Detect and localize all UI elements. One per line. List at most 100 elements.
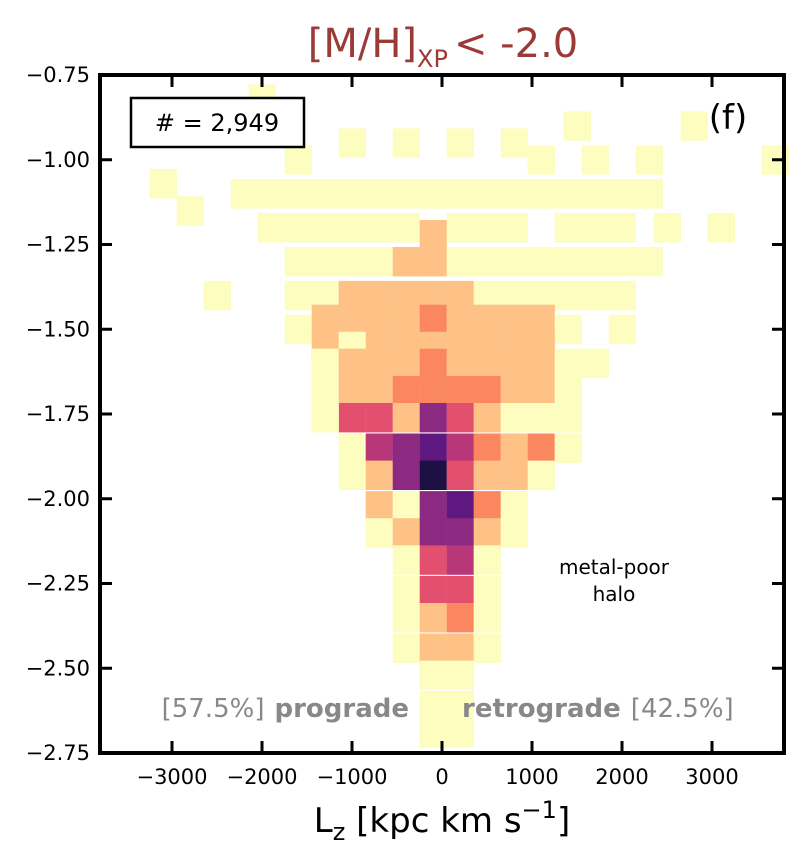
heatmap-cell [581, 145, 609, 175]
heatmap-cell [419, 433, 447, 463]
heatmap-cell [500, 433, 528, 463]
heatmap-cell [446, 403, 474, 433]
heatmap-cell [419, 375, 447, 406]
x-tick-label: 2000 [595, 765, 648, 789]
heatmap-cell [500, 375, 528, 406]
heatmap-cell [419, 575, 447, 606]
heatmap-cell [419, 491, 447, 521]
heatmap-cell [284, 145, 312, 175]
heatmap-cell [311, 304, 339, 335]
y-tick-label: −2.25 [26, 572, 90, 596]
heatmap-cell [365, 518, 393, 548]
heatmap-cell [446, 603, 474, 633]
heatmap-cell [446, 179, 474, 209]
heatmap-cell [392, 633, 420, 663]
heatmap-cell [338, 128, 366, 158]
heatmap-cell [338, 247, 366, 277]
heatmap-cell [149, 169, 177, 199]
heatmap-cell [527, 348, 555, 379]
heatmap-cell [446, 348, 474, 379]
heatmap-cell [473, 375, 501, 406]
heatmap-cell [500, 247, 528, 277]
heatmap-cell [338, 433, 366, 463]
heatmap-cell [608, 280, 636, 311]
heatmap-cell [419, 633, 447, 663]
heatmap-cell [500, 179, 528, 209]
heatmap-cell [419, 179, 447, 209]
heatmap-cell [419, 247, 447, 277]
heatmap-cell [473, 348, 501, 379]
heatmap-cell [419, 603, 447, 633]
heatmap-cell [365, 247, 393, 277]
heatmap-cell [554, 247, 582, 277]
heatmap-cell [311, 403, 339, 433]
heatmap-cell [446, 660, 474, 690]
heatmap-cell [500, 403, 528, 433]
y-tick-label: −1.50 [26, 317, 90, 341]
heatmap-cell [392, 128, 420, 158]
heatmap-cell [527, 145, 555, 175]
heatmap-cell [365, 179, 393, 209]
heatmap-cell [365, 348, 393, 379]
heatmap-cell [500, 491, 528, 521]
region-label-line2: halo [593, 582, 636, 606]
heatmap-cell [446, 433, 474, 463]
heatmap-cell [680, 111, 708, 141]
heatmap-cell [581, 280, 609, 311]
chart-title: [M/H]XP < -2.0 [308, 21, 578, 73]
heatmap-cell [473, 213, 501, 243]
axis-ticks: −3000 −2000 −1000 0 1000 2000 3000 −0.75 −1.00 −1… [26, 63, 784, 789]
heatmap-cell [365, 491, 393, 521]
heatmap-cell [338, 375, 366, 406]
heatmap-cell [500, 348, 528, 379]
heatmap-cell [500, 304, 528, 335]
heatmap-cell [554, 179, 582, 209]
heatmap-cell [473, 433, 501, 463]
heatmap-cell [635, 247, 663, 277]
heatmap-cell [257, 179, 285, 209]
count-box [129, 96, 306, 149]
heatmap-cell [473, 491, 501, 521]
heatmap-cell [446, 128, 474, 158]
heatmap-cell [392, 575, 420, 606]
heatmap-cell [581, 213, 609, 243]
heatmap-cell [527, 433, 555, 463]
heatmap-cell [554, 314, 582, 345]
heatmap-cell [554, 375, 582, 406]
heatmap-cell [473, 179, 501, 209]
heatmap-cell [707, 213, 735, 243]
heatmap-cell [311, 247, 339, 277]
heatmap-cell [392, 348, 420, 379]
heatmap-cell [311, 375, 339, 406]
heatmap-cell [527, 247, 555, 277]
heatmap-cell [392, 603, 420, 633]
heatmap-cell [473, 603, 501, 633]
heatmap-cell [554, 348, 582, 379]
heatmap-cell [500, 518, 528, 548]
heatmap-cell [419, 219, 447, 250]
heatmap-cell [419, 660, 447, 690]
heatmap-cell [446, 718, 474, 748]
heatmap-cell [554, 213, 582, 243]
heatmap-cell [392, 403, 420, 433]
heatmap-cell [311, 179, 339, 209]
heatmap-cell [554, 280, 582, 311]
heatmap-cell [446, 213, 474, 243]
heatmap-cell [365, 304, 393, 335]
heatmap-cell [527, 460, 555, 490]
heatmap-cell [563, 111, 591, 141]
heatmap-cell [500, 213, 528, 243]
heatmap-cell [446, 575, 474, 606]
x-tick-label: 3000 [685, 765, 738, 789]
heatmap-cell [608, 247, 636, 277]
x-axis-label: Lz [kpc km s−1] [314, 796, 570, 846]
heatmap-cell [311, 213, 339, 243]
heatmap-cell [338, 460, 366, 490]
heatmap-cell [446, 247, 474, 277]
heatmap-cell [338, 348, 366, 379]
heatmap-cell [635, 179, 663, 209]
heatmap-cell [608, 213, 636, 243]
heatmap-cell [419, 304, 447, 335]
heatmap-cell [338, 213, 366, 243]
heatmap-cell [500, 460, 528, 490]
